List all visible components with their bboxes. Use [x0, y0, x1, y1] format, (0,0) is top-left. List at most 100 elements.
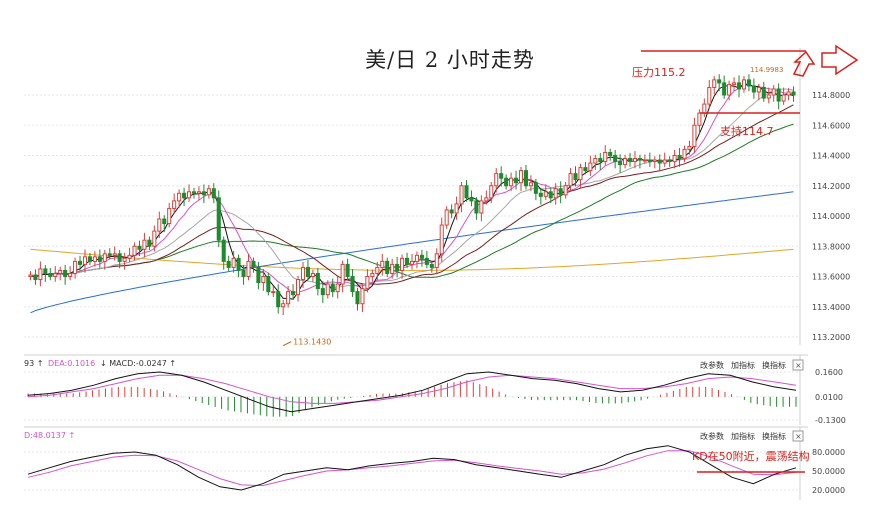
kd-panel-button-0[interactable]: 改参数	[700, 431, 724, 441]
kd-label: D:48.0137 ↑	[24, 431, 75, 440]
kd-close-button[interactable]	[792, 430, 804, 442]
candle-down	[504, 177, 509, 187]
candle-down	[573, 173, 578, 181]
candle-down	[618, 161, 623, 166]
candle-down	[315, 272, 320, 290]
candle-up	[543, 191, 548, 197]
low-pointer	[282, 341, 292, 347]
candle-down	[291, 291, 296, 296]
candle-up	[340, 263, 345, 285]
candle-up	[82, 256, 88, 265]
candle-up	[206, 188, 211, 196]
candle-up	[563, 185, 568, 196]
candle-down	[598, 158, 603, 163]
candle-up	[390, 263, 395, 274]
candle-down	[395, 263, 400, 271]
candle-down	[236, 257, 241, 271]
candle-down	[77, 260, 83, 265]
candle-down	[320, 288, 325, 296]
kd-note-label: KD在50附近，震荡结构	[692, 449, 810, 463]
candle-down	[97, 256, 102, 262]
candle-down	[48, 272, 53, 278]
candle-down	[722, 82, 727, 96]
y-tick-label: 113.4000	[812, 303, 850, 312]
kd-panel-button-2[interactable]: 换指标	[762, 431, 786, 441]
candle-down	[548, 191, 553, 199]
candle-down	[182, 192, 187, 199]
kd-panel-button-1[interactable]: 加指标	[731, 431, 755, 441]
low-price-label: 113.1430	[293, 338, 331, 347]
candle-up	[172, 200, 177, 209]
candle-down	[523, 170, 528, 187]
candle-up	[494, 173, 499, 187]
candle-up	[454, 203, 459, 214]
y-tick-label: 113.8000	[812, 242, 850, 251]
ma30-line	[30, 104, 794, 285]
candle-down	[613, 155, 618, 163]
kd-y-tick: 20.0000	[812, 486, 845, 495]
candle-down	[226, 260, 231, 268]
candle-up	[642, 159, 647, 162]
macd-close-button[interactable]	[792, 359, 804, 371]
candle-up	[459, 185, 464, 205]
candle-up	[603, 151, 608, 163]
candle-down	[162, 218, 167, 225]
ma120-line	[30, 191, 794, 314]
kd-y-tick: 50.0000	[812, 467, 845, 476]
candle-down	[657, 159, 662, 164]
candle-up	[58, 269, 63, 274]
candle-down	[746, 79, 751, 87]
candle-up	[484, 197, 489, 202]
candle-down	[533, 182, 538, 194]
candle-up	[588, 162, 593, 172]
candle-down	[345, 263, 350, 277]
candle-down	[221, 239, 226, 262]
candle-up	[127, 254, 132, 259]
candle-down	[608, 151, 613, 157]
macd-panel-button-1[interactable]: 加指标	[731, 360, 755, 370]
dea-value: DEA:0.1016	[48, 359, 95, 368]
candle-down	[107, 253, 112, 256]
candle-up	[167, 207, 172, 225]
candle-down	[474, 200, 479, 214]
candle-down	[637, 158, 642, 161]
candle-up	[186, 191, 192, 199]
candle-down	[305, 266, 310, 277]
macd-panel-button-2[interactable]: 换指标	[762, 360, 786, 370]
macd-panel-button-0[interactable]: 改参数	[700, 360, 724, 370]
candle-up	[261, 276, 266, 284]
candle-up	[196, 191, 201, 194]
candle-down	[137, 245, 142, 250]
candle-up	[509, 177, 514, 187]
candle-down	[583, 167, 588, 172]
candle-down	[211, 188, 216, 199]
candle-down	[216, 197, 221, 241]
candle-up	[712, 79, 717, 88]
candle-up	[152, 230, 157, 247]
candle-up	[732, 82, 737, 85]
candle-up	[53, 272, 58, 278]
candle-up	[132, 245, 137, 256]
candle-down	[276, 291, 281, 308]
candle-up	[380, 260, 385, 268]
candle-up	[444, 209, 449, 226]
candle-up	[593, 158, 598, 164]
y-tick-label: 114.8000	[812, 91, 850, 100]
candle-up	[697, 112, 702, 126]
candle-up	[38, 268, 43, 281]
candle-up	[375, 266, 380, 274]
candle-up	[623, 158, 628, 166]
candle-down	[33, 274, 38, 281]
candle-down	[43, 268, 48, 274]
candle-down	[87, 256, 92, 262]
high-price-label: 114.9983	[750, 66, 783, 74]
candle-up	[68, 272, 73, 278]
candle-up	[756, 86, 761, 93]
candle-down	[647, 159, 652, 163]
candle-up	[578, 167, 583, 181]
chart-title: 美/日 2 小时走势	[365, 48, 535, 72]
candle-up	[518, 170, 524, 184]
candle-up	[231, 257, 236, 268]
candle-down	[499, 173, 504, 179]
